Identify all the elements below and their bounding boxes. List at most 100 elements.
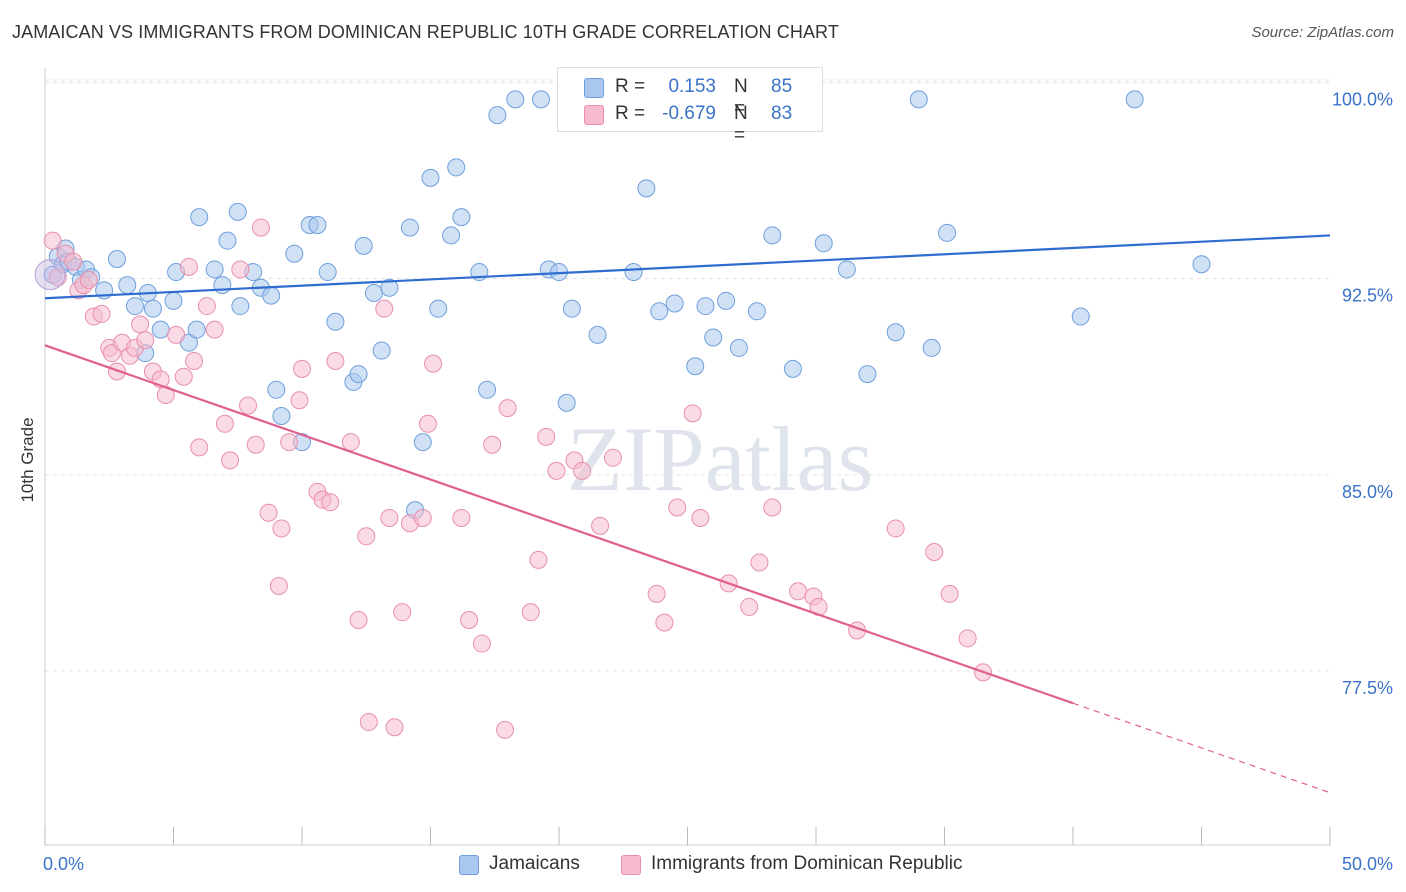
dominican-point	[48, 268, 67, 287]
dominican-point	[452, 508, 471, 527]
dominican-point	[259, 503, 278, 522]
dominican-point	[683, 404, 702, 423]
dominican-point	[131, 315, 150, 334]
dominican-point	[385, 718, 404, 737]
jamaican-point	[228, 202, 247, 221]
chart-title: JAMAICAN VS IMMIGRANTS FROM DOMINICAN RE…	[12, 22, 839, 42]
y-tick-label: 77.5%	[1342, 678, 1393, 698]
jamaican-point	[1071, 307, 1090, 326]
jamaican-point	[364, 283, 383, 302]
jamaican-point	[400, 218, 419, 237]
dominican-point	[498, 399, 517, 418]
legend-n-label: N =	[734, 103, 748, 146]
dominican-point	[359, 713, 378, 732]
jamaican-point	[429, 299, 448, 318]
dominican-point	[940, 584, 959, 603]
jamaican-point	[532, 90, 551, 109]
jamaican-point	[886, 323, 905, 342]
jamaican-point	[262, 286, 281, 305]
dominican-point	[79, 270, 98, 289]
correlation-legend: R = 0.153 N = 85 R = -0.679 N = 83	[557, 67, 823, 146]
dominican-point	[293, 359, 311, 378]
jamaican-point	[213, 276, 232, 295]
dominican-point	[380, 508, 399, 527]
jamaican-point	[624, 263, 643, 282]
dominican-point	[190, 438, 209, 457]
y-tick-label: 85.0%	[1342, 482, 1393, 502]
series-legend: Jamaicans Immigrants from Dominican Repu…	[0, 852, 1406, 878]
jamaican-point	[118, 276, 137, 295]
dominican-point	[246, 435, 265, 454]
dominican-point	[321, 493, 340, 512]
jamaican-point	[637, 179, 656, 198]
data-points	[34, 90, 1211, 739]
dominican-point	[647, 584, 666, 603]
dominican-point	[603, 448, 622, 467]
jamaican-point	[506, 90, 525, 109]
jamaican-point	[704, 328, 723, 347]
jamaican-trend-line	[44, 234, 1331, 300]
dominican-point	[763, 498, 782, 517]
dominican-point	[529, 550, 548, 569]
jamaican-point	[1125, 90, 1144, 109]
dominican-point	[357, 527, 376, 546]
dominican-point	[197, 297, 216, 316]
jamaican-point	[308, 215, 327, 234]
jamaican-point	[557, 393, 576, 412]
dominican-point	[740, 597, 759, 616]
dominican-point	[179, 257, 198, 276]
jamaican-point	[650, 302, 669, 321]
jamaican-point	[205, 260, 224, 279]
dominican-point	[136, 331, 155, 350]
dominican-point	[750, 553, 769, 572]
dominican-point	[472, 634, 491, 653]
jamaican-point	[125, 297, 144, 316]
jamaican-point	[665, 294, 684, 313]
jamaican-point	[858, 365, 877, 384]
jamaican-point	[107, 249, 126, 268]
dominican-point	[231, 260, 250, 279]
jamaican-point	[814, 234, 833, 253]
dominican-point	[251, 218, 270, 237]
dominican-point	[221, 451, 240, 470]
dominican-point	[290, 391, 309, 410]
dominican-point	[460, 611, 479, 630]
jamaican-point	[272, 406, 291, 425]
jamaican-point	[452, 208, 471, 227]
dominican-point	[280, 433, 299, 452]
dominican-point	[424, 354, 443, 373]
jamaican-point	[717, 291, 736, 310]
jamaican-point	[143, 299, 162, 318]
dominican-point	[349, 611, 368, 630]
jamaican-point	[729, 338, 748, 357]
dominican-point	[521, 603, 540, 622]
y-tick-label: 92.5%	[1342, 286, 1393, 306]
dominican-point	[205, 320, 224, 339]
legend-r-value: -0.679	[662, 103, 716, 124]
cluster-point	[34, 259, 66, 291]
jamaican-point	[190, 208, 209, 227]
jamaican-point	[413, 433, 432, 452]
dominican-point	[43, 231, 62, 250]
jamaican-point	[231, 297, 250, 316]
jamaican-point	[326, 312, 345, 331]
legend-swatch-dominican	[584, 105, 604, 125]
legend-r-value: 0.153	[668, 76, 716, 97]
dominican-point	[691, 508, 710, 527]
jamaican-point	[588, 325, 607, 344]
jamaican-point	[686, 357, 705, 376]
legend-label-dominican: Immigrants from Dominican Republic	[651, 853, 963, 874]
dominican-point	[418, 414, 437, 433]
tick-labels: 100.0% 92.5% 85.0% 77.5% 0.0% 50.0%	[43, 89, 1393, 874]
jamaican-point	[447, 158, 466, 177]
axes	[44, 68, 1331, 846]
dominican-point	[958, 629, 977, 648]
dominican-point	[789, 582, 808, 601]
dominican-point	[341, 433, 360, 452]
legend-label-jamaicans: Jamaicans	[489, 853, 580, 874]
dominican-point	[496, 720, 515, 739]
jamaican-point	[267, 380, 286, 399]
jamaican-point	[1192, 255, 1211, 274]
dominican-point	[326, 352, 345, 371]
